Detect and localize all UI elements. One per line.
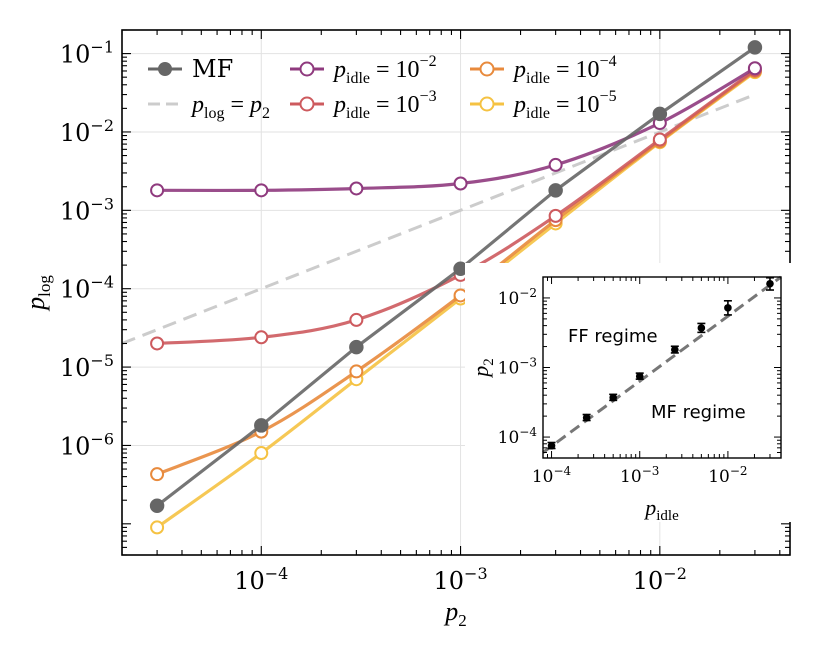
legend-entry-pidle-m3: pidle = 10−3: [290, 88, 437, 122]
annotation-mf-regime: MF regime: [651, 402, 746, 423]
legend-entry-mf: MF: [148, 55, 233, 83]
data-point: [150, 336, 165, 351]
inset-data-point: [609, 393, 618, 402]
data-point: [150, 183, 165, 198]
y-tick-label: 10−6: [60, 429, 114, 460]
inset-data-point: [547, 441, 556, 450]
data-point: [254, 418, 269, 433]
y-tick-label: 10−3: [60, 194, 114, 225]
fit-line: [542, 275, 782, 454]
y-tick-label: 10−1: [60, 38, 114, 69]
data-point: [548, 208, 563, 223]
inset-plot: 10−4 10−3 10−2 10−4 10−3 10−2 FF regime MF re…: [465, 263, 793, 524]
inset-data-point: [723, 299, 732, 316]
legend-label-mf: MF: [192, 55, 233, 83]
data-point: [652, 132, 667, 147]
legend-entry-reference: plog = p2: [148, 92, 270, 122]
y-tick-label: 10−5: [60, 351, 114, 382]
x-tick-label: 10−3: [433, 564, 487, 595]
inset-x-axis-label: pidle: [643, 495, 679, 524]
inset-data-point: [697, 322, 706, 334]
inset-data-point: [670, 345, 679, 354]
data-point: [349, 364, 364, 379]
x-tick-label: 10−2: [633, 564, 687, 595]
data-point: [349, 181, 364, 196]
series-mf: [149, 40, 763, 514]
legend-label-reference: plog = p2: [190, 92, 270, 122]
data-point: [254, 183, 269, 198]
data-point: [747, 40, 763, 55]
inset-x-tick-label: 10−4: [532, 464, 572, 487]
inset-x-tick-label: 10−3: [620, 464, 659, 487]
inset-y-tick-label: 10−2: [498, 286, 537, 309]
legend-entry-pidle-m2: pidle = 10−2: [290, 53, 437, 87]
inset-y-tick-label: 10−4: [498, 425, 538, 448]
legend-label-pidle: pidle = 10−4: [512, 53, 617, 87]
inset-y-axis-label: p2: [468, 358, 497, 379]
legend-label-pidle: pidle = 10−5: [512, 88, 617, 122]
inset-points: [547, 276, 774, 450]
inset-y-tick-label: 10−3: [498, 356, 537, 379]
data-point: [349, 312, 364, 327]
inset-ticks: [542, 276, 782, 459]
main-tick-labels: 10−4 10−3 10−2 10−6 10−5 10−4 10−3 10−2 10−1: [60, 38, 687, 595]
legend-entry-pidle-m4: pidle = 10−4: [470, 53, 617, 87]
inset-data-point: [635, 372, 644, 380]
inset-fit-line: [542, 275, 782, 454]
inset-data-point: [582, 413, 591, 422]
inset-x-tick-label: 10−2: [708, 464, 747, 487]
inset-tick-labels: 10−4 10−3 10−2 10−4 10−3 10−2: [498, 286, 748, 487]
series-group: [149, 40, 763, 535]
data-point: [349, 339, 364, 355]
data-point: [254, 330, 269, 345]
reference-line: [121, 93, 756, 345]
annotation-ff-regime: FF regime: [568, 326, 658, 347]
inset-background: [465, 263, 793, 522]
reference-line-plog-eq-p2: [121, 93, 756, 345]
y-axis-label: plog: [21, 275, 54, 312]
y-tick-label: 10−2: [60, 116, 114, 147]
data-point: [548, 183, 563, 198]
data-point: [548, 157, 563, 172]
y-tick-label: 10−4: [60, 273, 114, 304]
data-point: [747, 61, 762, 76]
data-point: [150, 520, 165, 535]
data-point: [254, 446, 269, 461]
legend-label-pidle: pidle = 10−3: [332, 88, 437, 122]
data-point: [149, 498, 165, 514]
x-axis-label: p2: [443, 597, 467, 630]
legend-entry-pidle-m5: pidle = 10−5: [470, 88, 617, 122]
data-point: [453, 288, 468, 303]
data-point: [652, 106, 668, 122]
data-point: [453, 176, 468, 191]
series-pidle-m2: [150, 61, 762, 198]
x-tick-label: 10−4: [234, 564, 288, 595]
data-point: [150, 467, 165, 482]
legend-label-pidle: pidle = 10−2: [332, 53, 437, 87]
